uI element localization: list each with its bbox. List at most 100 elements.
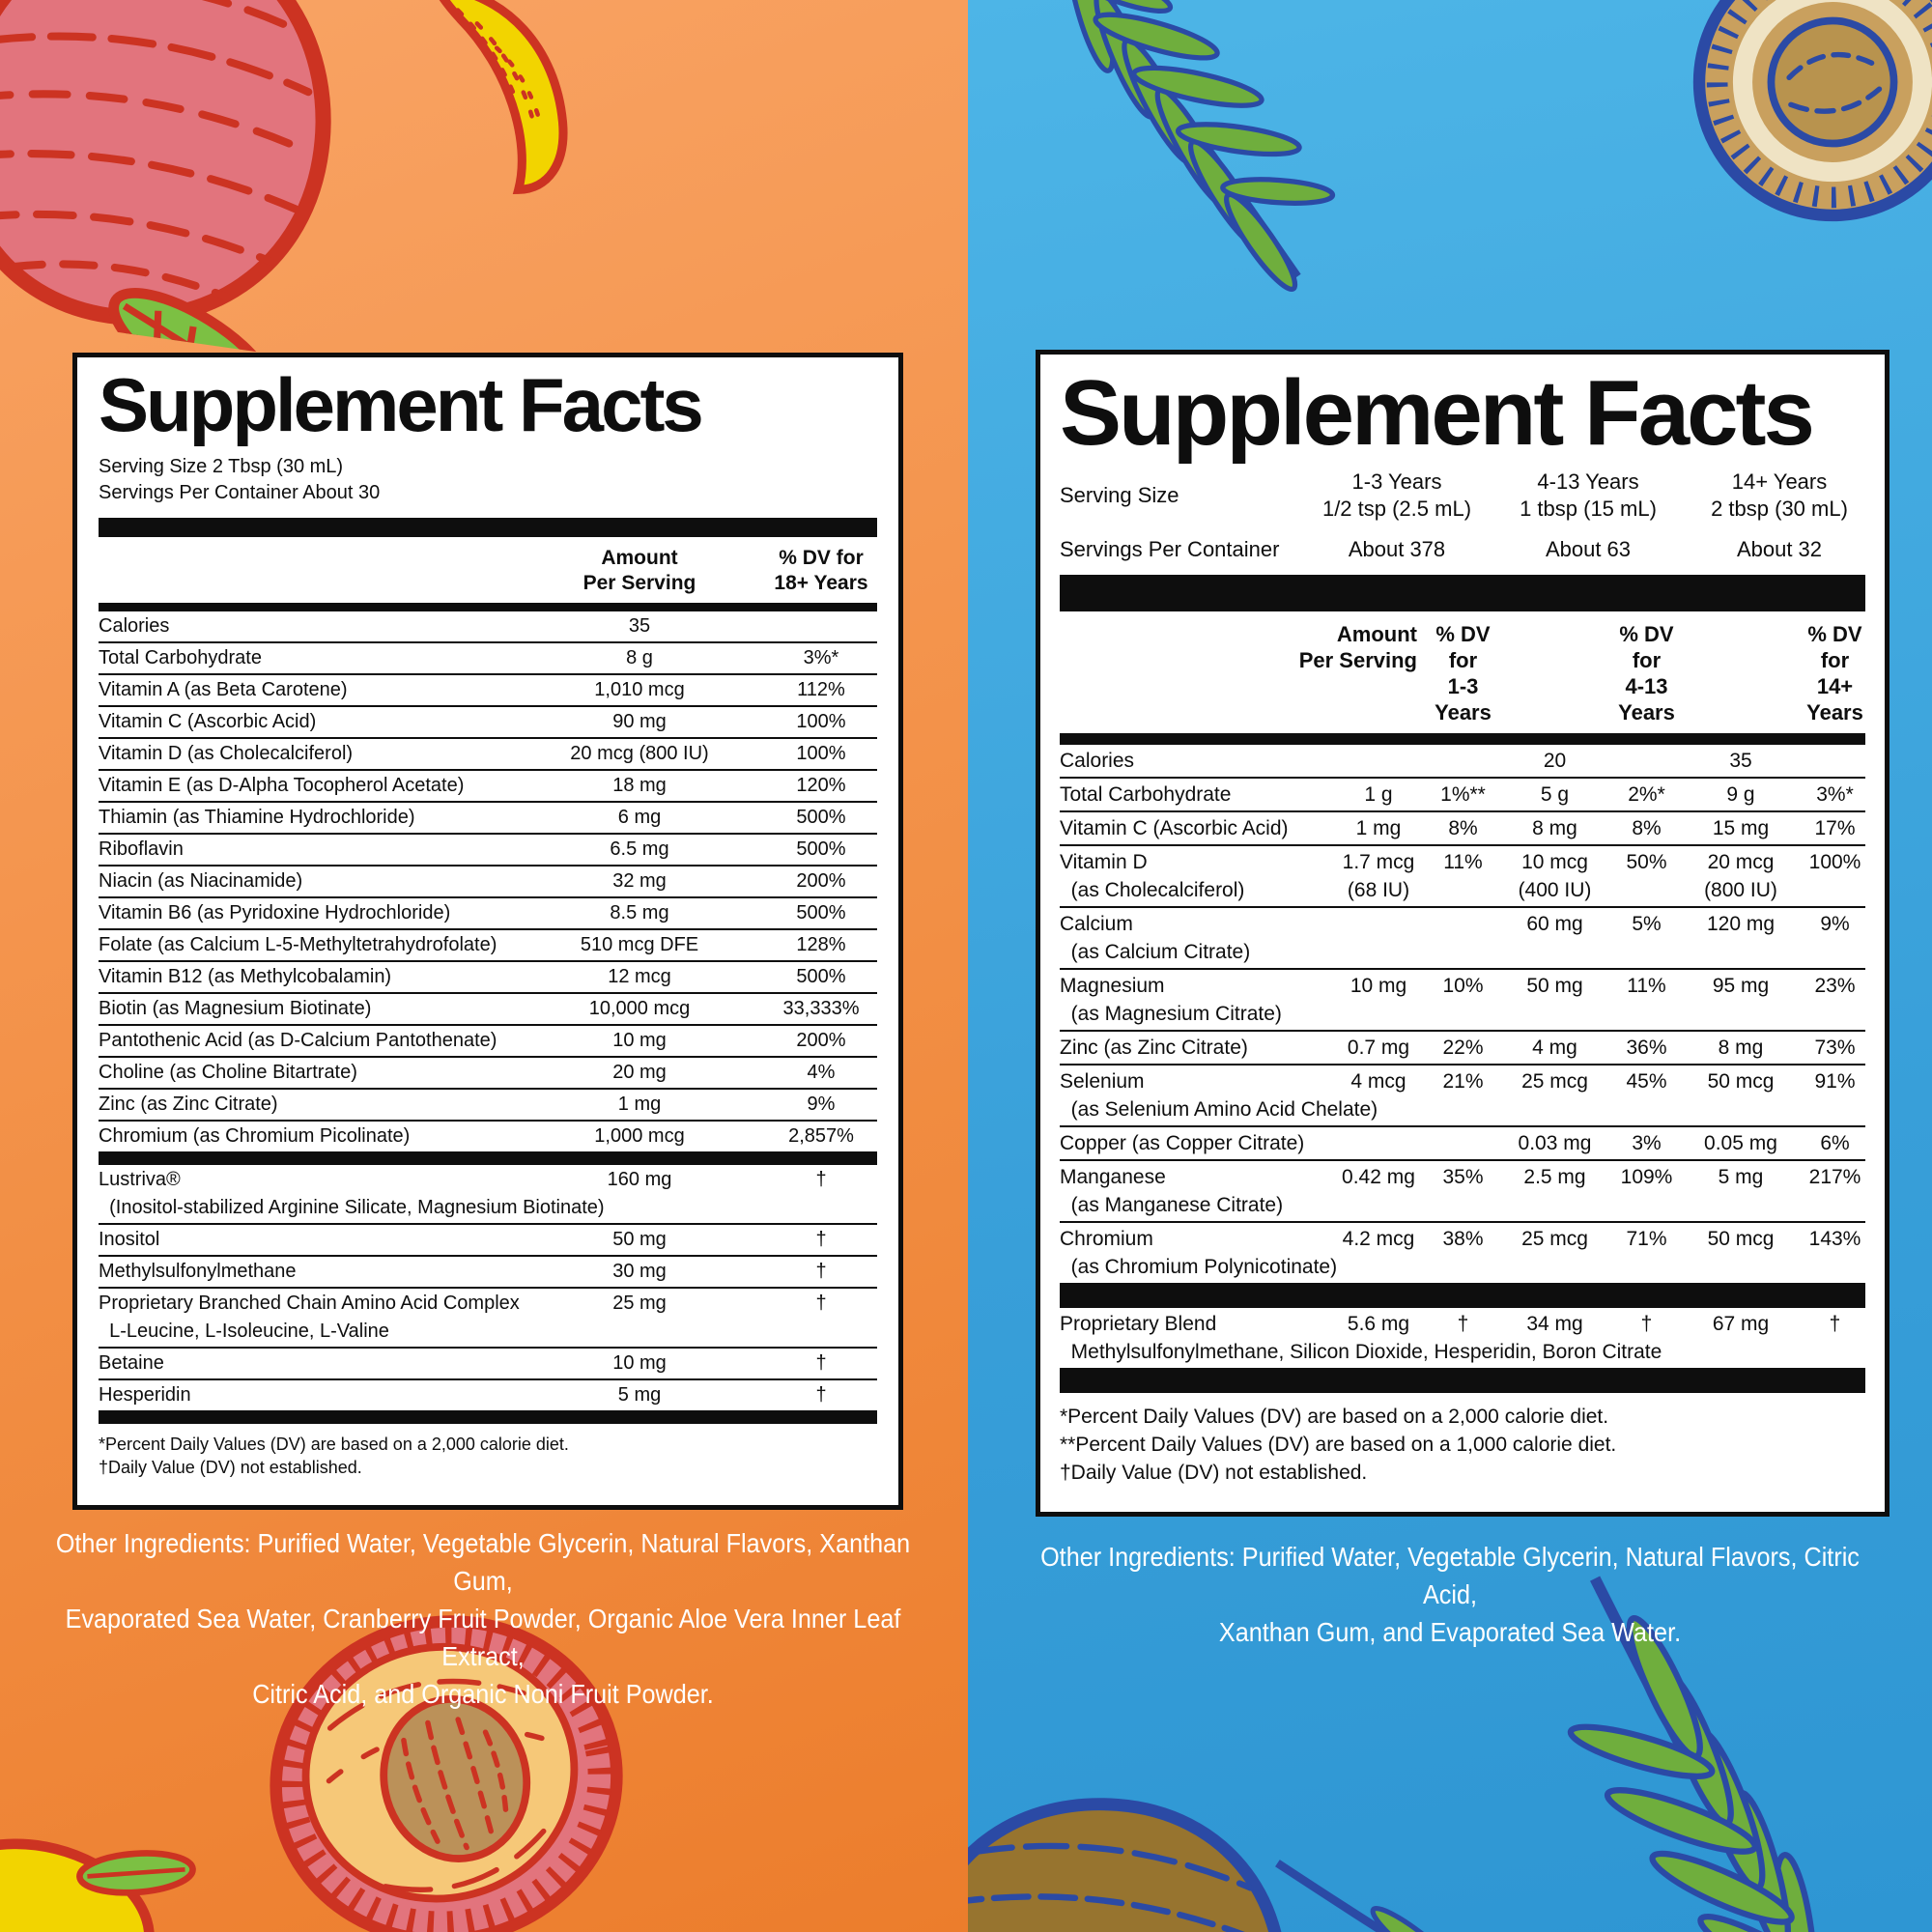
dv-14-plus-years: 100% xyxy=(1808,850,1861,873)
nutrient-name: Inositol xyxy=(99,1228,160,1250)
table-row: Thiamin (as Thiamine Hydrochloride) 6 mg 5… xyxy=(99,800,877,833)
amount-per-serving: 1,000 mcg xyxy=(594,1124,685,1147)
dv-14-plus-years: 91% xyxy=(1814,1069,1856,1093)
dv-4-13-years: 11% xyxy=(1627,974,1666,997)
amount-14-plus-years: 67 mg xyxy=(1712,1312,1770,1335)
left-supplement-rows: Lustriva® (Inositol-stabilized Arginine … xyxy=(99,1165,877,1410)
table-row: Riboflavin 6.5 mg 500% xyxy=(99,832,877,865)
dv-14-plus-years: 3%* xyxy=(1816,782,1854,806)
nutrient-name: Calcium (as Calcium Citrate) xyxy=(1060,912,1251,963)
amount-1-3-years: 4.2 mcg xyxy=(1342,1227,1415,1250)
table-row: Vitamin D (as Cholecalciferol) 1.7 mcg (6… xyxy=(1060,843,1865,906)
nutrient-name: Riboflavin xyxy=(99,838,184,860)
dv-14-plus-years xyxy=(1799,747,1871,775)
amount-1-3-years: 1 mg xyxy=(1355,816,1402,839)
percent-dv xyxy=(755,612,887,640)
nutrient-name: Lustriva® (Inositol-stabilized Arginine … xyxy=(99,1168,605,1218)
amount-14-plus-years: 0.05 mg xyxy=(1704,1131,1777,1154)
table-row: Biotin (as Magnesium Biotinate) 10,000 mc… xyxy=(99,991,877,1024)
table-row: Vitamin D (as Cholecalciferol) 20 mcg (80… xyxy=(99,736,877,769)
dv-1-3-years: 35% xyxy=(1442,1165,1484,1188)
right-label-title: Supplement Facts xyxy=(1060,361,1815,465)
dv-4-13-years: 50% xyxy=(1626,850,1667,873)
percent-dv: 200% xyxy=(796,869,846,892)
table-row: Total Carbohydrate 8 g 3%* xyxy=(99,640,877,673)
nutrient-name: Vitamin C (Ascorbic Acid) xyxy=(1060,816,1289,839)
left-header-dv: % DV for 18+ Years xyxy=(774,546,868,594)
dv-14-plus-years: 6% xyxy=(1820,1131,1850,1154)
table-row: Copper (as Copper Citrate) 0.03 mg 3% 0.05 … xyxy=(1060,1124,1865,1159)
left-servings-per-container: Servings Per Container About 30 xyxy=(99,481,381,503)
right-proprietary-blend-rows: Proprietary Blend Methylsulfonylmethane,… xyxy=(1060,1308,1865,1368)
percent-dv: 500% xyxy=(796,901,846,923)
amount-per-serving: 5 mg xyxy=(617,1383,662,1406)
percent-dv: † xyxy=(815,1228,827,1250)
left-header-amount: Amount Per Serving xyxy=(582,546,696,594)
right-header-dv1: % DV for 1-3 Years xyxy=(1435,621,1492,724)
dv-14-plus-years: 73% xyxy=(1814,1036,1856,1059)
dv-1-3-years: 8% xyxy=(1448,816,1478,839)
percent-dv: 2,857% xyxy=(788,1124,854,1147)
dv-4-13-years: 36% xyxy=(1626,1036,1667,1059)
amount-4-13-years: 34 mg xyxy=(1526,1312,1583,1335)
amount-4-13-years: 50 mg xyxy=(1526,974,1583,997)
nutrient-name: Manganese (as Manganese Citrate) xyxy=(1060,1165,1284,1216)
percent-dv: 9% xyxy=(807,1093,836,1115)
dv-1-3-years: 11% xyxy=(1443,850,1483,873)
amount-1-3-years: 0.7 mg xyxy=(1347,1036,1410,1059)
amount-4-13-years: 2.5 mg xyxy=(1523,1165,1586,1188)
nutrient-name: Calories xyxy=(99,614,170,637)
percent-dv: 112% xyxy=(797,678,845,700)
dv-1-3-years: † xyxy=(1457,1312,1469,1335)
amount-14-plus-years: 95 mg xyxy=(1712,974,1770,997)
nutrient-name: Vitamin D (as Cholecalciferol) xyxy=(99,742,354,764)
amount-per-serving: 35 xyxy=(628,614,651,637)
amount-4-13-years: 10 mcg (400 IU) xyxy=(1518,850,1592,901)
left-serving-size: Serving Size 2 Tbsp (30 mL) xyxy=(99,455,344,477)
dv-4-13-years: 109% xyxy=(1620,1165,1673,1188)
percent-dv: 100% xyxy=(796,710,846,732)
nutrient-name: Vitamin B12 (as Methylcobalamin) xyxy=(99,965,392,987)
amount-1-3-years: 10 mg xyxy=(1350,974,1407,997)
nutrient-name: Copper (as Copper Citrate) xyxy=(1060,1131,1305,1154)
age-group-2: 4-13 Years 1 tbsp (15 mL) xyxy=(1520,469,1657,521)
table-row: Selenium (as Selenium Amino Acid Chelate… xyxy=(1060,1063,1865,1125)
nutrient-name: Niacin (as Niacinamide) xyxy=(99,869,303,892)
amount-per-serving: 1,010 mcg xyxy=(594,678,685,700)
amount-4-13-years: 25 mcg xyxy=(1521,1069,1588,1093)
dv-4-13-years: 2%* xyxy=(1628,782,1665,806)
nutrient-name: Betaine xyxy=(99,1351,164,1374)
table-row: Vitamin C (Ascorbic Acid) 1 mg 8% 8 mg 8% 15 … xyxy=(1060,810,1865,844)
amount-per-serving: 10 mg xyxy=(612,1351,667,1374)
amount-1-3-years: 1.7 mcg (68 IU) xyxy=(1342,850,1415,901)
percent-dv: 128% xyxy=(796,933,846,955)
amount-per-serving: 20 mcg (800 IU) xyxy=(570,742,709,764)
age-group-1: 1-3 Years 1/2 tsp (2.5 mL) xyxy=(1321,469,1472,521)
servings-per-container-label: Servings Per Container xyxy=(1060,536,1280,561)
nutrient-name: Zinc (as Zinc Citrate) xyxy=(99,1093,278,1115)
amount-1-3-years: 1 g xyxy=(1364,782,1393,806)
nutrient-name: Chromium (as Chromium Polynicotinate) xyxy=(1060,1227,1338,1278)
left-supplement-facts-label: Supplement Facts Serving Size 2 Tbsp (30… xyxy=(72,353,903,1510)
right-serving-grid: Serving Size 1-3 Years 1/2 tsp (2.5 mL) … xyxy=(1060,469,1865,563)
amount-per-serving: 8 g xyxy=(626,646,653,668)
left-footnotes: *Percent Daily Values (DV) are based on … xyxy=(99,1434,569,1477)
table-row: Folate (as Calcium L-5-Methyltetrahydrof… xyxy=(99,927,877,960)
table-row: Proprietary Blend Methylsulfonylmethane,… xyxy=(1060,1308,1865,1368)
percent-dv: † xyxy=(815,1383,827,1406)
dv-4-13-years: 45% xyxy=(1626,1069,1667,1093)
amount-per-serving: 32 mg xyxy=(612,869,667,892)
divider-bar xyxy=(1060,574,1865,611)
dv-14-plus-years: 217% xyxy=(1808,1165,1861,1188)
orange-panel: Supplement Facts Serving Size 2 Tbsp (30… xyxy=(0,0,968,1932)
mango-slice-illustration xyxy=(428,0,568,195)
amount-1-3-years: 5.6 mg xyxy=(1347,1312,1410,1335)
table-row: Lustriva® (Inositol-stabilized Arginine … xyxy=(99,1165,877,1223)
nutrient-name: Methylsulfonylmethane xyxy=(99,1260,297,1282)
amount-per-serving: 18 mg xyxy=(612,774,667,796)
nutrient-name: Choline (as Choline Bitartrate) xyxy=(99,1061,357,1083)
right-header-dv3: % DV for 14+ Years xyxy=(1806,621,1863,724)
percent-dv: † xyxy=(815,1168,827,1190)
dv-14-plus-years: 17% xyxy=(1814,816,1856,839)
table-row: Methylsulfonylmethane 30 mg † xyxy=(99,1254,877,1287)
